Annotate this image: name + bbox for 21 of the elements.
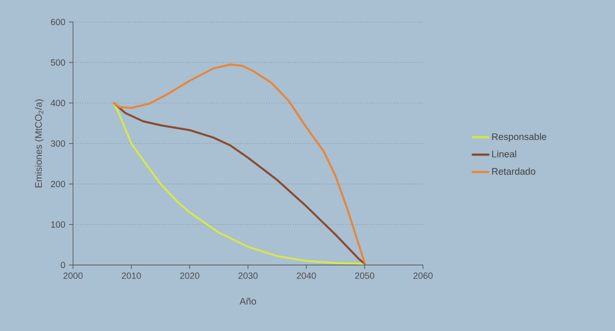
y-tick-label: 200 bbox=[50, 180, 66, 188]
y-tick-label: 400 bbox=[50, 100, 66, 106]
x-tick-label: 2050 bbox=[355, 272, 374, 279]
x-tick-label: 2040 bbox=[296, 272, 316, 279]
x-tick-label: 2030 bbox=[238, 272, 258, 279]
x-tick-label: 2010 bbox=[122, 272, 141, 279]
y-tick-label: 500 bbox=[50, 59, 66, 66]
x-tick-label: 2060 bbox=[413, 272, 433, 279]
x-axis-title: Año bbox=[240, 298, 256, 305]
y-tick-label: 600 bbox=[50, 18, 66, 26]
y-tick-label: 0 bbox=[60, 262, 66, 268]
y-tick-label: 100 bbox=[51, 221, 66, 228]
legend-label: Retardado bbox=[492, 168, 536, 175]
line-series bbox=[112, 64, 366, 264]
legend-label: Responsable bbox=[492, 133, 546, 142]
y-tick-label: 300 bbox=[50, 140, 66, 147]
y-axis-title: Emisiones (MtCO$_{2}$/a) bbox=[34, 99, 44, 188]
line-series bbox=[112, 102, 366, 265]
x-tick-label: 2020 bbox=[180, 272, 200, 279]
legend-label: Lineal bbox=[492, 150, 516, 158]
x-tick-label: 2000 bbox=[63, 272, 83, 279]
